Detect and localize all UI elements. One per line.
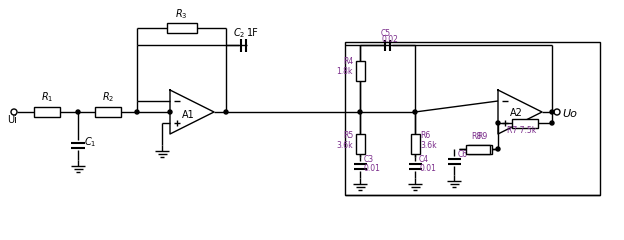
Text: 3.6k: 3.6k [336, 140, 353, 150]
Text: 1.8k: 1.8k [336, 67, 353, 77]
Text: R9: R9 [477, 132, 487, 141]
Bar [356, 133, 364, 154]
Text: Uo: Uo [563, 109, 577, 119]
Text: $R_3$: $R_3$ [175, 7, 188, 21]
Text: $C_2$: $C_2$ [233, 26, 245, 40]
Text: R6: R6 [420, 131, 431, 139]
Text: C5: C5 [381, 29, 391, 38]
Text: C4: C4 [419, 155, 429, 164]
Circle shape [135, 110, 139, 114]
Text: R5: R5 [343, 131, 353, 139]
Bar [167, 23, 197, 33]
Bar [356, 60, 364, 80]
Text: 0.02: 0.02 [381, 35, 398, 44]
Circle shape [168, 110, 172, 114]
Text: 3.6k: 3.6k [420, 140, 437, 150]
Text: $C_1$: $C_1$ [84, 135, 97, 149]
Circle shape [496, 147, 500, 151]
Circle shape [76, 110, 80, 114]
Text: R4: R4 [343, 58, 353, 66]
Text: R7 7.5k: R7 7.5k [507, 126, 537, 135]
Bar [345, 42, 600, 195]
Text: Ui: Ui [7, 115, 17, 125]
Circle shape [496, 121, 500, 125]
Text: 0.01: 0.01 [364, 164, 381, 173]
Circle shape [224, 110, 228, 114]
Text: $R_1$: $R_1$ [41, 90, 53, 104]
Circle shape [550, 121, 554, 125]
Bar [468, 144, 492, 154]
Text: A2: A2 [510, 108, 522, 118]
Text: C6: C6 [458, 150, 468, 159]
Bar [512, 119, 538, 127]
Circle shape [358, 110, 362, 114]
Circle shape [413, 110, 417, 114]
Bar [34, 107, 60, 117]
Bar [411, 133, 419, 154]
Text: R8: R8 [471, 132, 481, 141]
Text: A1: A1 [182, 110, 194, 120]
Bar [95, 107, 121, 117]
Text: 0.01: 0.01 [419, 164, 436, 173]
Text: C3: C3 [364, 155, 374, 164]
Circle shape [550, 110, 554, 114]
Text: $R_2$: $R_2$ [102, 90, 114, 104]
Text: 1F: 1F [247, 28, 259, 38]
Bar [466, 144, 490, 154]
